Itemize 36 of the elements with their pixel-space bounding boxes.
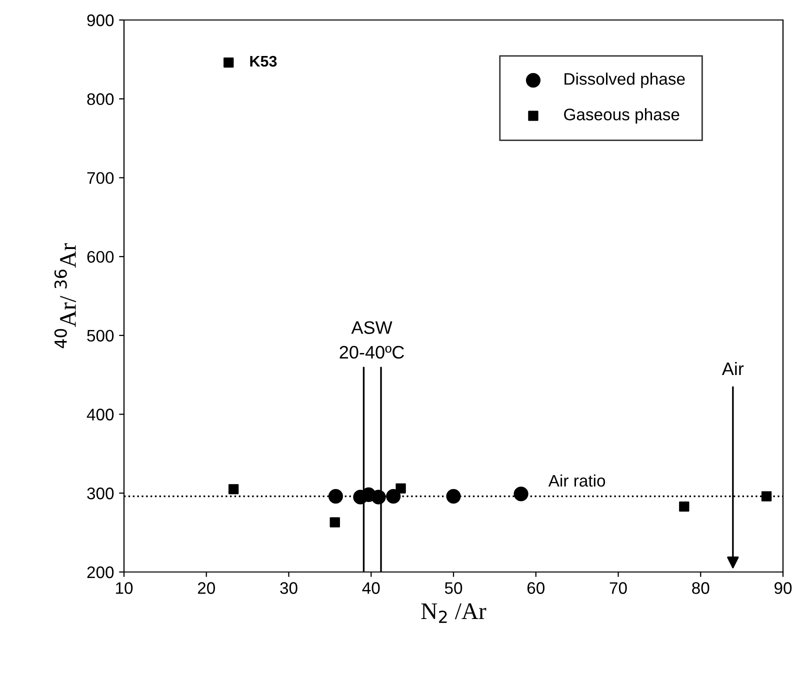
y-tick-label: 500 bbox=[87, 330, 114, 342]
point bbox=[446, 489, 461, 504]
legend-label: Dissolved phase bbox=[564, 72, 685, 88]
annotation: K53 bbox=[250, 56, 277, 67]
point bbox=[371, 490, 386, 504]
x-tick-label: 50 bbox=[444, 582, 462, 594]
point bbox=[328, 489, 343, 504]
x-tick-label: 60 bbox=[527, 582, 544, 594]
y-tick-label: 800 bbox=[87, 93, 114, 106]
point bbox=[396, 483, 406, 494]
y-tick-label: 600 bbox=[87, 250, 114, 263]
x-tick-label: 30 bbox=[280, 582, 298, 594]
x-axis-title: N$_{2}$ /Ar bbox=[421, 603, 486, 623]
ref-line-label: Air ratio bbox=[548, 474, 606, 487]
point bbox=[330, 517, 340, 528]
point bbox=[761, 491, 772, 502]
x-tick-label: 40 bbox=[362, 582, 380, 594]
y-tick-label: 700 bbox=[87, 172, 114, 184]
annotation: ASW 20-40ºC bbox=[340, 321, 404, 359]
point bbox=[224, 57, 234, 68]
point bbox=[679, 501, 690, 512]
point bbox=[514, 486, 528, 502]
y-axis-title: $^{40}$Ar/ $^{36}$Ar bbox=[54, 243, 76, 348]
x-tick-label: 20 bbox=[198, 582, 215, 594]
y-tick-label: 300 bbox=[87, 488, 114, 500]
point bbox=[228, 484, 239, 494]
y-tick-label: 200 bbox=[87, 566, 114, 578]
y-tick-label: 900 bbox=[87, 14, 114, 26]
x-tick-label: 10 bbox=[116, 582, 133, 594]
x-tick-label: 70 bbox=[610, 582, 627, 594]
x-tick-label: 90 bbox=[774, 582, 792, 594]
y-tick-label: 400 bbox=[86, 408, 114, 420]
legend-label: Gaseous phase bbox=[564, 108, 680, 124]
annotation: Air bbox=[722, 362, 744, 376]
point bbox=[386, 489, 401, 504]
x-tick-label: 80 bbox=[692, 582, 710, 594]
